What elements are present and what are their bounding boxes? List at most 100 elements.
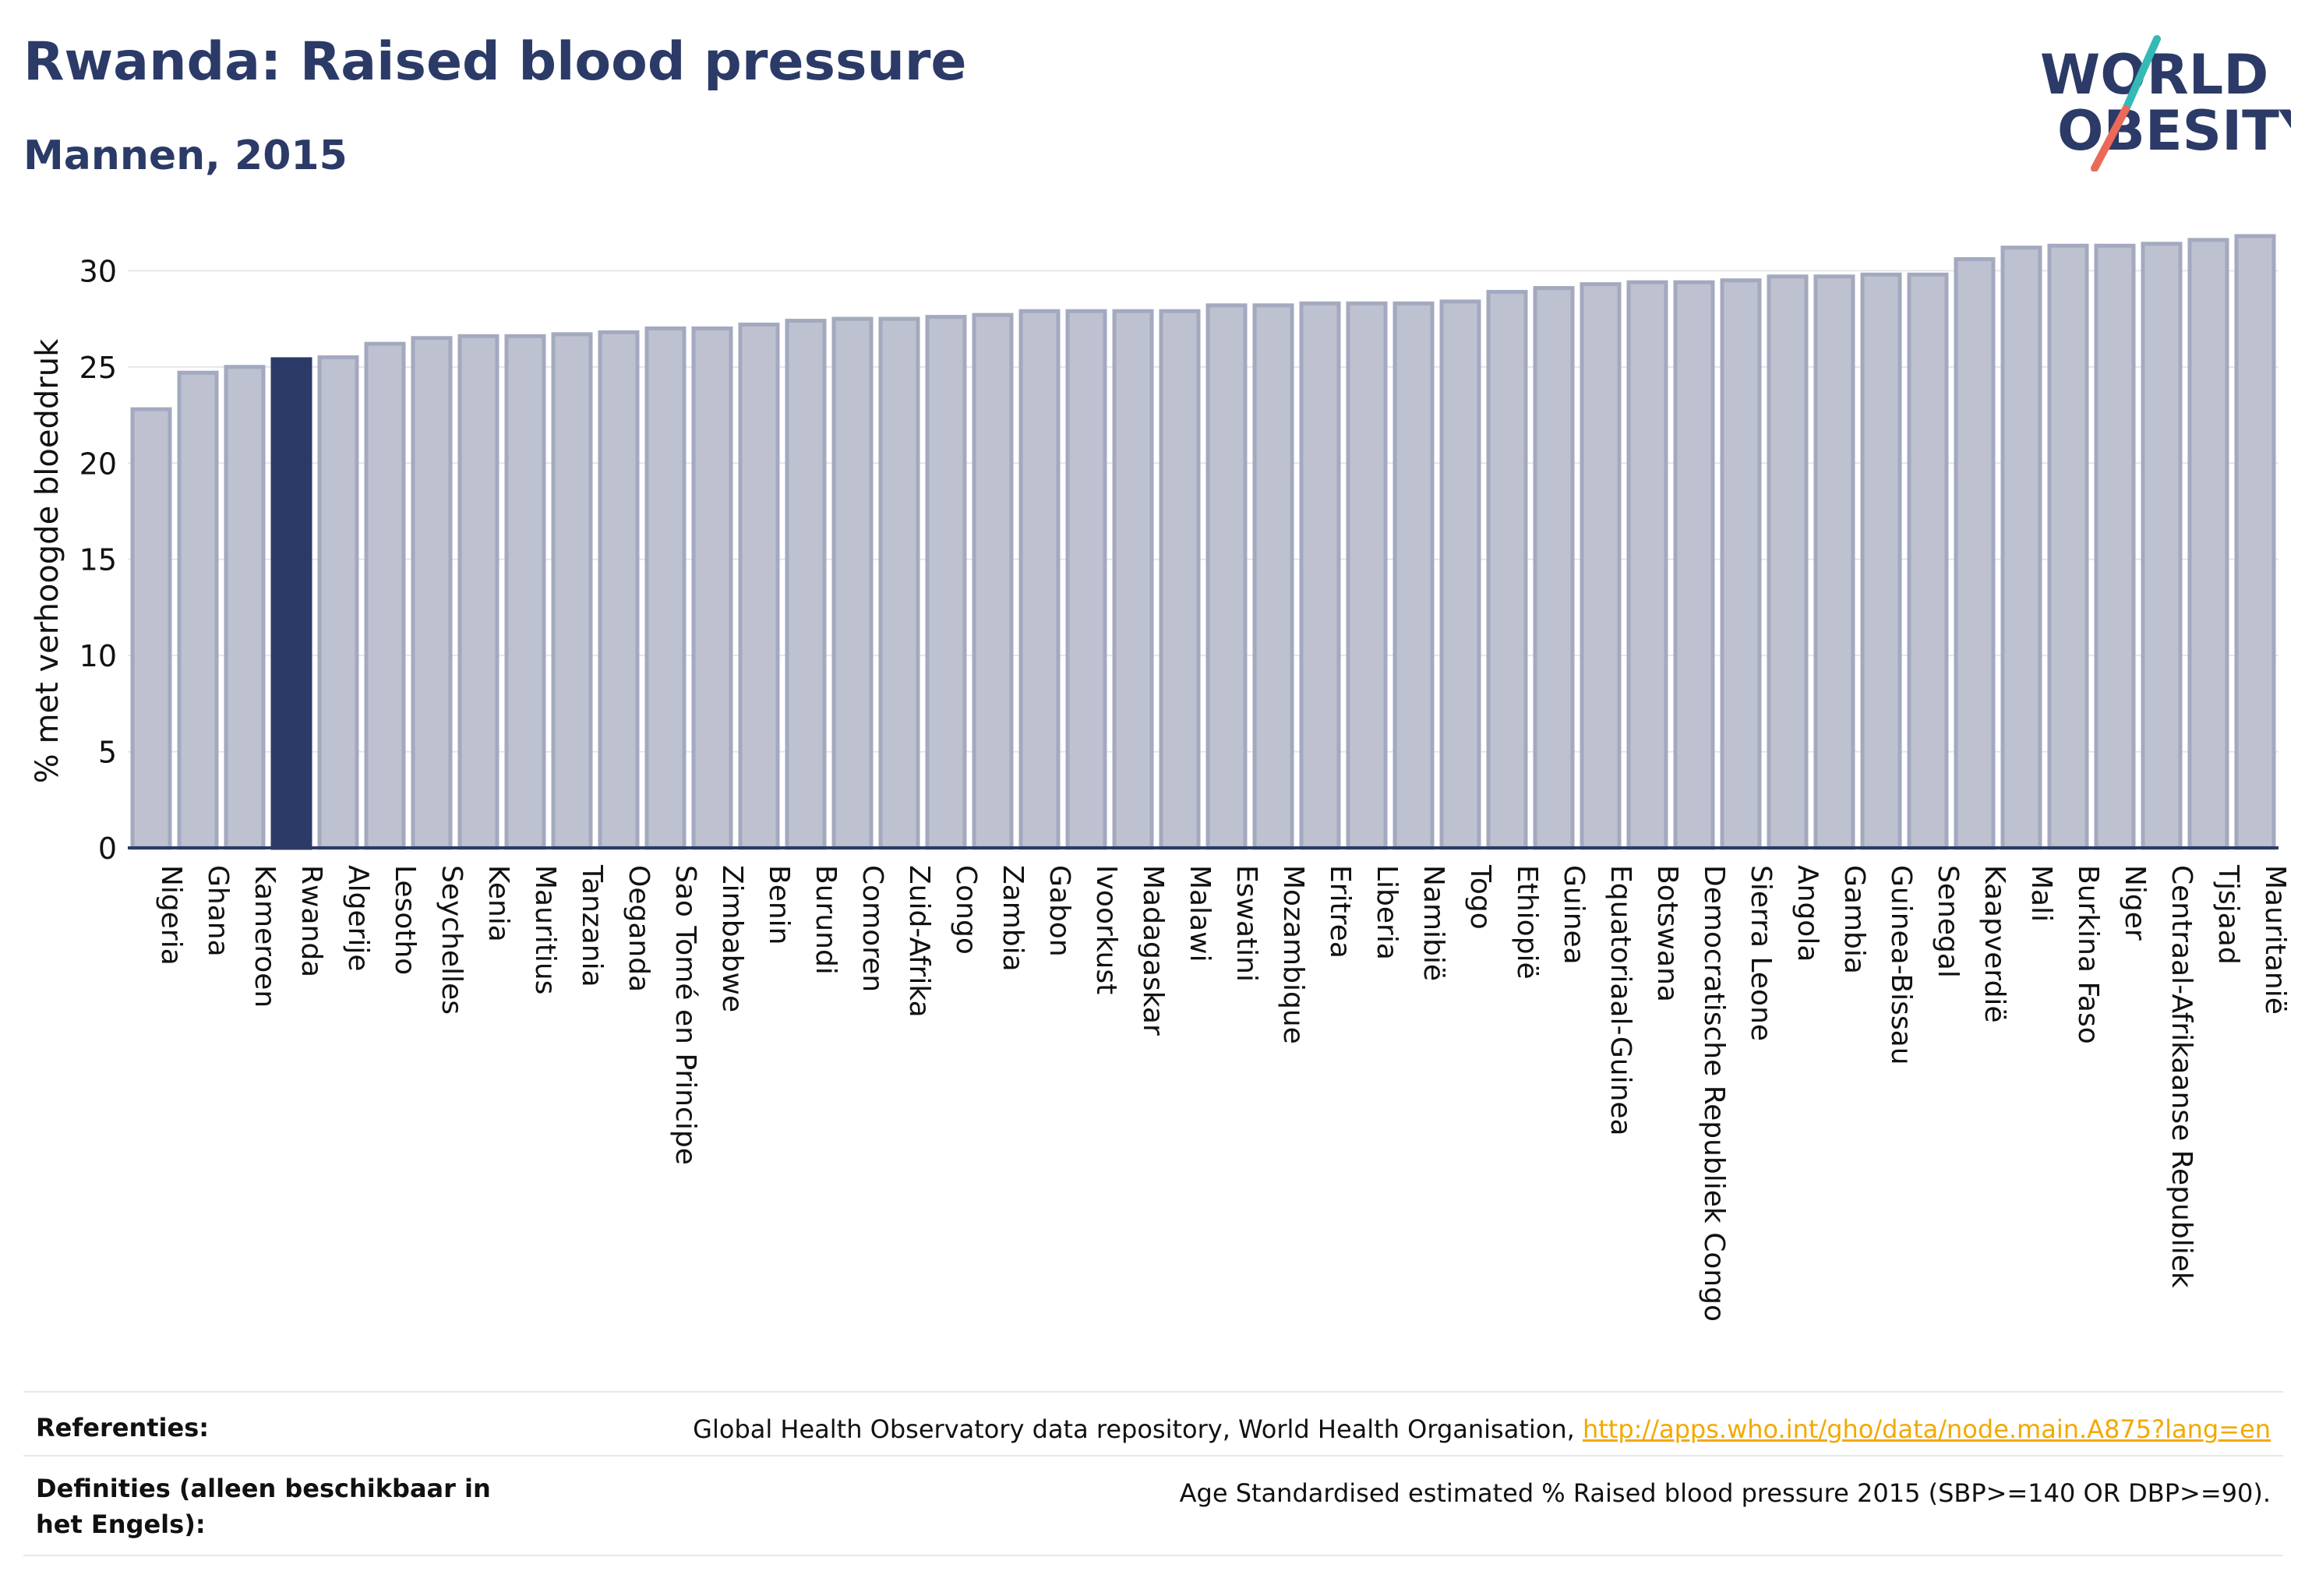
x-tick-label: Lesotho: [389, 865, 421, 975]
x-tick-label: Ivoorkust: [1090, 865, 1122, 994]
bar-tjsjaad[interactable]: [2187, 238, 2229, 850]
x-tick-label: Ethiopië: [1511, 865, 1543, 980]
chart-title: Rwanda: Raised blood pressure: [23, 31, 967, 93]
bar-democratische-republiek-congo[interactable]: [1673, 280, 1715, 850]
x-tick-label: Burkina Faso: [2072, 865, 2104, 1044]
bar-seychelles[interactable]: [411, 336, 453, 850]
bar-mauritius[interactable]: [504, 334, 546, 850]
chart-subtitle: Mannen, 2015: [23, 132, 348, 179]
bar-gabon[interactable]: [1018, 309, 1061, 850]
x-tick-label: Zuid-Afrika: [903, 865, 935, 1018]
x-tick-label: Mozambique: [1277, 865, 1309, 1044]
y-axis-label: % met verhoogde bloeddruk: [30, 338, 65, 783]
x-tick-label: Gabon: [1043, 865, 1075, 957]
bar-algerije[interactable]: [317, 355, 359, 850]
bar-burkina-faso[interactable]: [2047, 243, 2089, 850]
axis-layer: 0 5 10 15 20 25 30 Nigeria Ghana Kameroen Rwanda Al…: [79, 254, 2291, 1322]
x-tick-label: Equatoriaal-Guinea: [1604, 865, 1636, 1136]
bar-gambia[interactable]: [1813, 274, 1855, 850]
bar-zambia[interactable]: [972, 312, 1014, 850]
bar-guinea[interactable]: [1533, 286, 1575, 850]
x-tick-label: Algerije: [342, 865, 374, 972]
x-tick-label: Angola: [1791, 865, 1823, 962]
x-tick-label: Rwanda: [295, 865, 327, 977]
logo-slash-teal: [2122, 35, 2161, 113]
bar-togo[interactable]: [1439, 299, 1481, 850]
bar-benin[interactable]: [738, 323, 780, 850]
bar-eritrea[interactable]: [1299, 301, 1341, 850]
bar-zimbabwe[interactable]: [691, 326, 733, 850]
x-tick-label: Guinea: [1558, 865, 1590, 965]
y-tick-label: 20: [79, 447, 117, 481]
y-tick-label: 25: [79, 351, 117, 385]
bar-mali[interactable]: [2000, 245, 2042, 850]
definitions-value: Age Standardised estimated % Raised bloo…: [1179, 1478, 2271, 1508]
bar-madagaskar[interactable]: [1112, 309, 1154, 850]
x-tick-label: Mauritius: [529, 865, 561, 994]
bar-equatoriaal-guinea[interactable]: [1580, 282, 1622, 850]
bar-mauritani-[interactable]: [2234, 234, 2276, 850]
x-tick-label: Madagaskar: [1137, 865, 1169, 1036]
x-tick-label: Guinea-Bissau: [1885, 865, 1917, 1065]
bar-sao-tom-en-principe[interactable]: [644, 326, 687, 850]
x-tick-label: Kameroen: [249, 865, 281, 1008]
bar-malawi[interactable]: [1159, 309, 1201, 850]
bar-burundi[interactable]: [785, 319, 827, 850]
bar-congo[interactable]: [925, 315, 967, 850]
x-tick-label: Seychelles: [436, 865, 468, 1015]
bar-guinea-bissau[interactable]: [1860, 272, 1902, 850]
world-obesity-logo: WORLD OBESITY: [2040, 35, 2291, 171]
bar-kameroen[interactable]: [224, 365, 266, 850]
y-tick-label: 15: [79, 543, 117, 577]
x-tick-label: Ghana: [202, 865, 234, 957]
bar-centraal-afrikaanse-republiek[interactable]: [2141, 242, 2183, 850]
bar-niger[interactable]: [2094, 243, 2136, 850]
bar-namibi-[interactable]: [1393, 301, 1435, 850]
bar-tanzania[interactable]: [551, 332, 593, 850]
bar-lesotho[interactable]: [364, 341, 406, 850]
definitions-label: Definities (alleen beschikbaar in het En…: [36, 1474, 491, 1539]
bar-ethiopi-[interactable]: [1486, 290, 1528, 850]
logo-word-obesity: OBESITY: [2057, 99, 2291, 163]
bar-nigeria[interactable]: [130, 407, 172, 850]
y-tick-label: 10: [79, 639, 117, 673]
x-tick-label: Zambia: [997, 865, 1029, 972]
bar-chart: 0 5 10 15 20 25 30 Nigeria Ghana Kameroen Rwanda Al…: [30, 234, 2291, 1322]
x-tick-label: Eswatini: [1230, 865, 1262, 982]
x-tick-label: Eritrea: [1324, 865, 1356, 959]
x-tick-label: Nigeria: [155, 865, 187, 966]
bar-eswatini[interactable]: [1205, 303, 1248, 850]
bar-liberia[interactable]: [1346, 301, 1388, 850]
bar-zuid-afrika[interactable]: [878, 316, 920, 850]
references-value: Global Health Observatory data repositor…: [693, 1414, 2271, 1444]
bar-ivoorkust[interactable]: [1065, 309, 1107, 850]
bar-layer: [130, 234, 2276, 850]
bar-rwanda[interactable]: [270, 357, 312, 850]
bar-sierra-leone[interactable]: [1720, 278, 1762, 850]
logo-slash-coral: [2091, 105, 2130, 171]
bar-ghana[interactable]: [177, 370, 219, 850]
x-tick-label: Tjsjaad: [2212, 864, 2244, 965]
references-text: Global Health Observatory data repositor…: [693, 1414, 1583, 1444]
y-tick-label: 30: [79, 254, 117, 288]
x-tick-label: Democratische Republiek Congo: [1698, 865, 1730, 1322]
bar-botswana[interactable]: [1626, 280, 1668, 850]
x-tick-label: Zimbabwe: [716, 865, 748, 1012]
bar-senegal[interactable]: [1907, 272, 1949, 850]
x-tick-label: Senegal: [1932, 865, 1964, 978]
x-tick-label: Burundi: [810, 865, 842, 975]
x-tick-label: Gambia: [1838, 865, 1870, 974]
references-label: Referenties:: [36, 1413, 210, 1442]
bar-comoren[interactable]: [831, 316, 874, 850]
bar-kaapverdi-[interactable]: [1954, 257, 1996, 850]
bar-mozambique[interactable]: [1252, 303, 1294, 850]
references-link[interactable]: http://apps.who.int/gho/data/node.main.A…: [1582, 1414, 2271, 1444]
x-tick-label: Sierra Leone: [1745, 865, 1777, 1041]
definitions-row: Definities (alleen beschikbaar in het En…: [23, 1455, 2283, 1556]
y-tick-label: 0: [98, 832, 117, 866]
x-tick-label: Liberia: [1371, 865, 1403, 960]
bar-oeganda[interactable]: [598, 330, 640, 850]
bar-kenia[interactable]: [457, 334, 499, 850]
x-tick-label: Namibië: [1417, 865, 1449, 981]
bar-angola[interactable]: [1767, 274, 1809, 850]
